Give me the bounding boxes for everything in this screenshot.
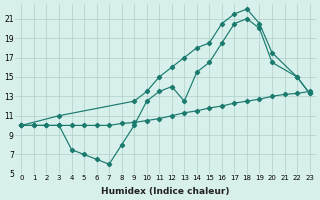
X-axis label: Humidex (Indice chaleur): Humidex (Indice chaleur): [101, 187, 230, 196]
